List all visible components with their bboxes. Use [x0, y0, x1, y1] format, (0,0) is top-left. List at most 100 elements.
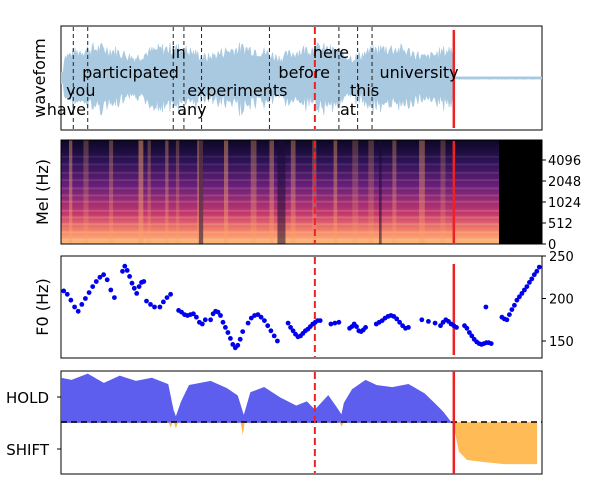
- f0-point: [509, 307, 515, 312]
- mel-onset: [147, 140, 151, 244]
- word-label: this: [350, 81, 379, 100]
- mel-onset: [392, 140, 397, 244]
- f0-point: [504, 317, 510, 323]
- f0-point: [90, 284, 96, 289]
- f0-point: [469, 333, 475, 339]
- f0-point: [141, 279, 147, 284]
- f0-point: [336, 319, 342, 325]
- f0-point: [72, 304, 77, 310]
- word-label: university: [380, 63, 459, 82]
- f0-point: [218, 313, 223, 318]
- f0-point: [164, 295, 170, 300]
- f0-point: [93, 279, 99, 284]
- f0-point: [152, 304, 157, 310]
- f0-point: [438, 323, 443, 329]
- f0-point: [122, 263, 128, 269]
- turn-taking-panel: HOLD SHIFT: [6, 370, 543, 475]
- f0-point: [248, 315, 254, 321]
- mel-silence-region: [499, 140, 542, 244]
- mel-ytick-label: 1024: [548, 196, 581, 211]
- f0-point: [464, 325, 470, 331]
- f0-ytick-label: 250: [549, 250, 574, 265]
- f0-point: [354, 324, 359, 329]
- f0-ytick-label: 150: [549, 335, 574, 350]
- mel-onset: [175, 140, 180, 244]
- f0-point: [235, 342, 241, 348]
- f0-point: [517, 294, 522, 300]
- word-label: experiments: [187, 81, 287, 100]
- f0-point: [397, 319, 402, 325]
- mel-gap: [378, 140, 382, 244]
- f0-point: [129, 280, 135, 286]
- f0-point: [104, 277, 110, 283]
- f0-point: [223, 325, 228, 330]
- shift-dip: [173, 422, 178, 429]
- f0-point: [68, 297, 74, 303]
- f0-point: [317, 318, 323, 323]
- f0-point: [488, 341, 494, 346]
- mel-onset: [269, 140, 274, 244]
- f0-point: [288, 325, 293, 330]
- f0-point: [483, 304, 489, 310]
- f0-point: [255, 312, 261, 317]
- mel-onset: [419, 140, 425, 244]
- mel-onset: [138, 140, 144, 244]
- waveform-ylabel: waveform: [30, 38, 49, 118]
- f0-point: [245, 320, 251, 326]
- f0-point: [514, 297, 520, 303]
- word-label: in: [171, 43, 186, 62]
- f0-point: [519, 291, 525, 296]
- waveform-trace: [61, 42, 542, 116]
- f0-point: [191, 311, 196, 317]
- f0-point: [112, 295, 117, 300]
- f0-point: [522, 287, 527, 293]
- mel-ytick-label: 4096: [548, 154, 581, 169]
- mel-ylabel: Mel (Hz): [33, 159, 52, 225]
- f0-point: [265, 323, 271, 329]
- shift-label: SHIFT: [6, 441, 50, 459]
- f0-point: [144, 298, 149, 304]
- f0-point: [86, 290, 92, 295]
- mel-ytick-label: 2048: [548, 175, 581, 190]
- mel-spectrogram-panel: 0 512 1024 2048 4096 Mel (Hz): [33, 139, 581, 253]
- f0-point: [61, 288, 67, 294]
- mel-onset: [165, 140, 169, 244]
- f0-point: [467, 330, 472, 335]
- f0-point: [230, 342, 236, 347]
- mel-gap: [277, 140, 286, 244]
- shift-dip: [240, 422, 245, 435]
- f0-point: [101, 272, 106, 278]
- f0-point: [524, 284, 530, 289]
- mel-onset: [69, 140, 73, 244]
- mel-ytick-label: 0: [548, 238, 556, 253]
- mel-onset: [290, 140, 296, 244]
- hold-label: HOLD: [6, 389, 49, 407]
- f0-point: [262, 318, 267, 323]
- f0-point: [134, 291, 140, 296]
- word-label: participated: [82, 63, 179, 82]
- word-label: any: [177, 100, 206, 119]
- word-label: have: [47, 100, 86, 119]
- f0-ylabel: F0 (Hz): [33, 278, 52, 335]
- f0-point: [290, 328, 296, 334]
- f0-point: [531, 272, 537, 278]
- word-label: before: [278, 63, 330, 82]
- f0-point: [419, 317, 425, 323]
- f0-point: [127, 274, 132, 279]
- f0-point: [208, 317, 214, 323]
- f0-point: [136, 284, 142, 289]
- f0-point: [120, 268, 125, 274]
- f0-point: [328, 321, 334, 327]
- mel-gap: [198, 140, 204, 244]
- mel-onset: [368, 140, 374, 244]
- word-label: at: [340, 100, 356, 119]
- f0-point: [363, 325, 368, 330]
- f0-point: [240, 329, 246, 334]
- f0-point: [83, 296, 88, 301]
- f0-point: [79, 302, 85, 307]
- f0-point: [228, 336, 233, 341]
- f0-point: [148, 302, 153, 307]
- f0-point: [275, 338, 280, 344]
- f0-point: [64, 291, 70, 297]
